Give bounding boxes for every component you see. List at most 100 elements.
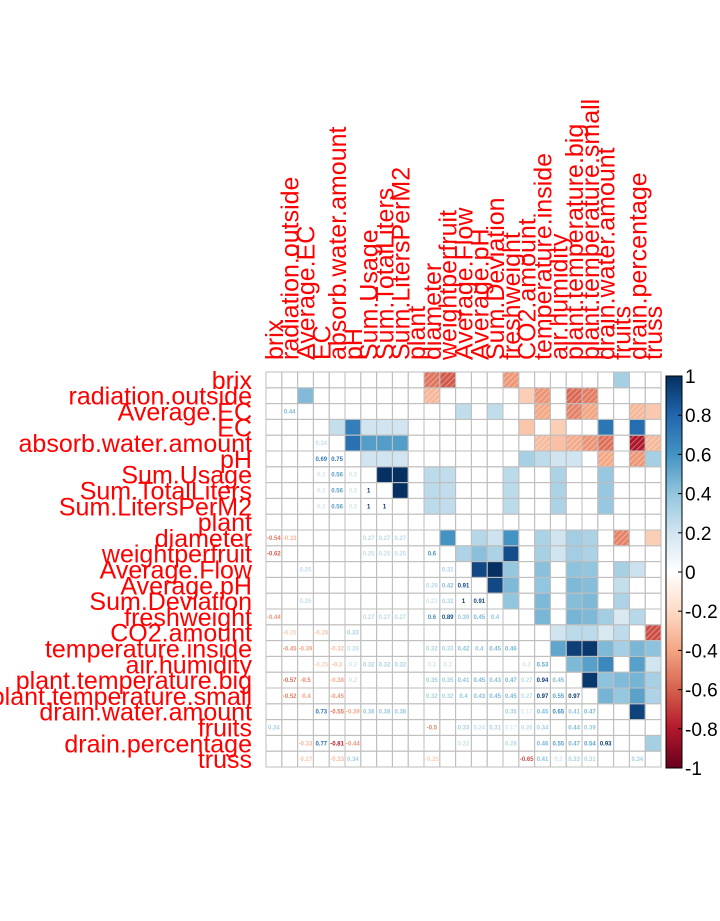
coef-Sum.TotalLiters-pH: 0.2 bbox=[349, 489, 358, 495]
column-label: drain.water.amount bbox=[593, 147, 621, 360]
cell-pH-plant bbox=[408, 451, 424, 467]
grid-cell bbox=[455, 624, 472, 642]
grid-cell bbox=[376, 624, 393, 642]
cell-Average.Flow-truss bbox=[645, 561, 661, 578]
grid-cell bbox=[297, 545, 314, 563]
cell-hatch-radiation.outside-diameter bbox=[424, 387, 440, 404]
grid-cell bbox=[265, 687, 283, 705]
cell-EC-plant bbox=[408, 419, 424, 436]
cell-Sum.Usage-Average.pH bbox=[471, 466, 488, 483]
grid-cell bbox=[470, 576, 488, 594]
cell-radiation.outside-air.humidity bbox=[550, 387, 567, 404]
cell-Sum.TotalLiters-freshweight bbox=[503, 482, 519, 499]
coef-truss-plant.temperature.small: 0.31 bbox=[584, 757, 596, 763]
column-label: fruits bbox=[609, 306, 637, 360]
cell-Average.EC-pH bbox=[345, 403, 361, 420]
cell-diameter-freshweight bbox=[503, 530, 519, 546]
coef-freshweight-Sum.Usage: 0.27 bbox=[363, 615, 375, 621]
grid-cell bbox=[470, 655, 488, 673]
cell-weightperfruit-freshweight bbox=[503, 545, 519, 562]
cell-Average.EC-fruits bbox=[613, 403, 630, 420]
cell-Average.pH-temperature.inside bbox=[534, 577, 551, 594]
cell-brix-Sum.TotalLiters bbox=[376, 372, 393, 388]
grid-cell bbox=[281, 466, 299, 484]
column-label: truss bbox=[640, 306, 668, 360]
coef-fruits-diameter: -0.5 bbox=[427, 726, 438, 732]
colorbar-tick-label: -0.8 bbox=[685, 720, 718, 741]
cell-Sum.Usage-truss bbox=[645, 466, 661, 483]
cell-radiation.outside-fruits bbox=[613, 387, 630, 404]
grid-cell bbox=[376, 482, 393, 499]
grid-cell bbox=[265, 513, 283, 531]
grid-cell bbox=[407, 561, 425, 578]
coef-air.humidity-Sum.TotalLiters: 0.32 bbox=[379, 662, 391, 668]
coef-Sum.TotalLiters-EC: 0.2 bbox=[317, 489, 326, 495]
cell-weightperfruit-drain.percentage bbox=[629, 545, 646, 562]
row-label: EC bbox=[217, 414, 252, 442]
row-label: fruits bbox=[198, 715, 252, 743]
grid-cell bbox=[281, 513, 299, 531]
coef-weightperfruit-Sum.Usage: 0.25 bbox=[363, 552, 375, 558]
row-label: truss bbox=[198, 746, 252, 774]
coef-Sum.Usage-pH: 0.2 bbox=[349, 473, 358, 479]
cell-Average.EC-air.humidity bbox=[550, 403, 567, 420]
grid-cell bbox=[391, 640, 409, 657]
cell-diameter-Average.pH bbox=[471, 530, 488, 546]
row-label: Sum.TotalLiters bbox=[80, 478, 252, 506]
coef-truss-temperature.inside: 0.41 bbox=[537, 757, 549, 763]
coef-drain.percentage-plant.temperature.big: 0.47 bbox=[568, 741, 580, 747]
column-labels: brixradiation.outsideAverage.ECECabsorb.… bbox=[261, 99, 668, 361]
grid-cell bbox=[328, 434, 346, 452]
cell-radiation.outside-CO2.amount bbox=[518, 387, 535, 404]
cell-Sum.Deviation-freshweight bbox=[503, 593, 519, 609]
cell-brix-plant.temperature.small bbox=[582, 372, 598, 388]
grid-cell bbox=[391, 592, 409, 610]
grid-cell bbox=[297, 482, 314, 499]
grid-cell bbox=[391, 497, 409, 515]
coef-plant.temperature.small-radiation.outside: -0.52 bbox=[283, 694, 297, 700]
grid-cell bbox=[407, 545, 425, 563]
coef-Sum.Usage-EC: 0.2 bbox=[317, 473, 326, 479]
heatmap-grid bbox=[265, 371, 662, 768]
grid-cell bbox=[613, 734, 630, 752]
cell-Average.EC-Sum.Deviation bbox=[487, 403, 503, 420]
cell-diameter-CO2.amount bbox=[518, 530, 535, 546]
coef-air.humidity-CO2.amount: 0.2 bbox=[523, 662, 532, 668]
cell-EC-Sum.Usage bbox=[360, 419, 377, 436]
coef-temperature.inside-Sum.Deviation: 0.45 bbox=[489, 647, 501, 653]
grid-cell bbox=[297, 719, 314, 736]
cell-plant.temperature.small-truss bbox=[645, 688, 661, 704]
cell-temperature.inside-plant.temperature.small bbox=[582, 640, 598, 657]
cell-plant-plant.temperature.big bbox=[566, 514, 582, 530]
grid-cell bbox=[312, 545, 330, 563]
cell-radiation.outside-drain.water.amount bbox=[597, 387, 614, 404]
coef-Sum.Usage-absorb.water.amount: 0.56 bbox=[331, 473, 343, 479]
cell-hatch-Average.EC-plant.temperature.small bbox=[582, 403, 598, 420]
grid-cell bbox=[486, 624, 504, 642]
cell-radiation.outside-Sum.Usage bbox=[360, 387, 377, 404]
coef-freshweight-weightperfruit: 0.89 bbox=[442, 615, 454, 621]
cell-brix-Sum.Usage bbox=[360, 372, 377, 388]
grid-cell bbox=[360, 719, 378, 736]
coef-freshweight-Sum.LitersPerM2: 0.27 bbox=[394, 615, 406, 621]
cell-plant-weightperfruit bbox=[439, 514, 456, 530]
cell-hatch-absorb.water.amount-truss bbox=[645, 435, 661, 451]
cell-plant-truss bbox=[645, 514, 661, 530]
grid-cell bbox=[312, 576, 330, 594]
grid-cell bbox=[391, 624, 409, 642]
grid-cell bbox=[407, 513, 425, 531]
grid-cell bbox=[265, 561, 283, 578]
cell-Average.EC-EC bbox=[313, 403, 330, 420]
cell-Sum.LitersPerM2-Average.Flow bbox=[455, 498, 472, 515]
grid-cell bbox=[407, 734, 425, 752]
coef-fruits-temperature.inside: 0.34 bbox=[537, 726, 549, 732]
cell-Sum.TotalLiters-Sum.Deviation bbox=[487, 482, 503, 499]
cell-weightperfruit-drain.water.amount bbox=[597, 545, 614, 562]
cell-radiation.outside-pH bbox=[345, 387, 361, 404]
column-label: plant bbox=[403, 306, 431, 360]
cell-Sum.LitersPerM2-drain.percentage bbox=[629, 498, 646, 515]
grid-cell bbox=[360, 466, 378, 484]
grid-cell bbox=[312, 592, 330, 610]
cell-air.humidity-plant.temperature.big bbox=[566, 656, 582, 673]
row-label: freshweight bbox=[124, 604, 252, 632]
